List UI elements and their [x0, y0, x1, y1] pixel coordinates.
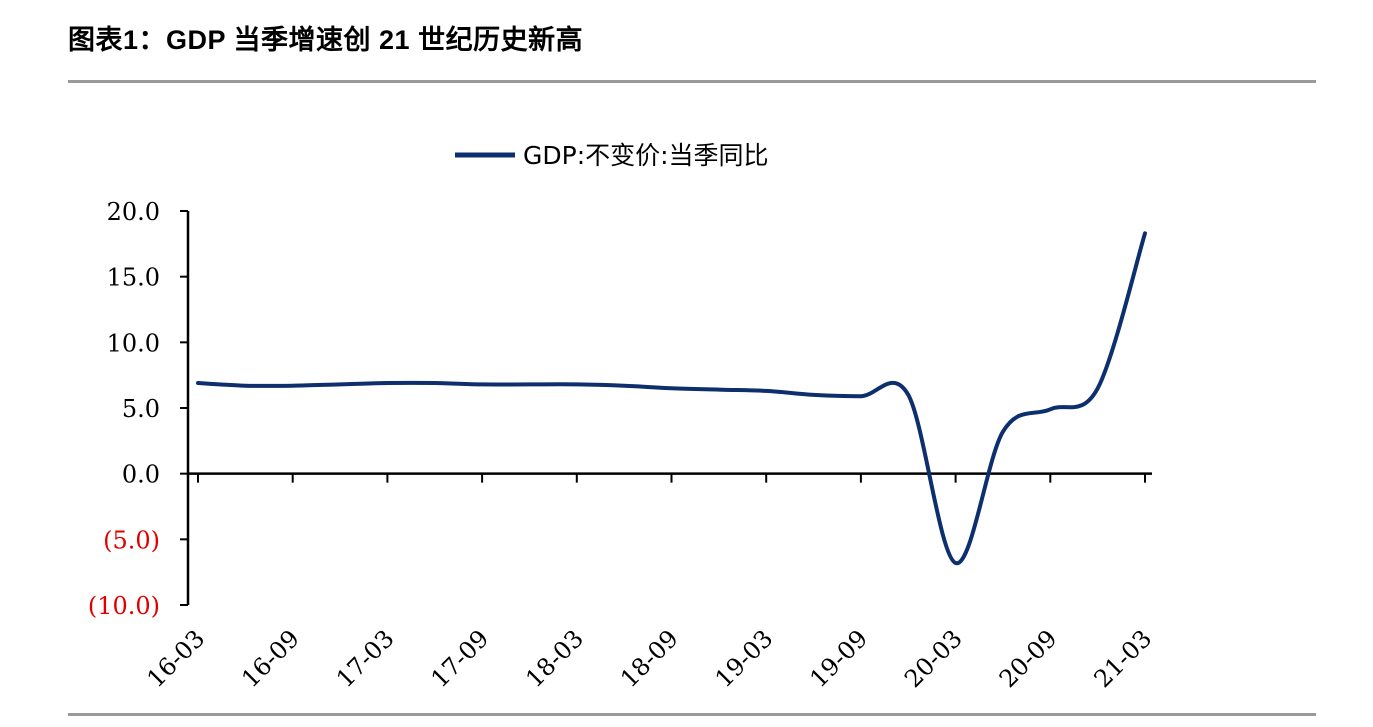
legend-label: GDP:不变价:当季同比 [523, 141, 769, 170]
x-tick-label: 16-03 [142, 624, 211, 693]
data-point-20-06 [1001, 430, 1005, 434]
data-point-19-03 [764, 389, 768, 393]
legend: GDP:不变价:当季同比 [455, 141, 769, 170]
data-point-19-12 [906, 393, 910, 397]
axes [180, 210, 1152, 606]
gdp-series-line [196, 231, 1147, 565]
data-point-20-03 [954, 561, 958, 565]
x-tick-label: 20-09 [994, 624, 1063, 693]
data-point-16-12 [338, 382, 342, 386]
y-tick-label: 15.0 [107, 264, 160, 292]
x-tick-label: 18-03 [520, 624, 589, 693]
x-tick-label: 20-03 [899, 624, 968, 693]
data-point-20-09 [1048, 407, 1052, 411]
data-point-16-06 [243, 384, 247, 388]
y-tick-label: 0.0 [122, 461, 160, 489]
data-point-16-03 [196, 381, 200, 385]
data-point-16-09 [291, 384, 295, 388]
data-point-20-12 [1096, 386, 1100, 390]
x-tick-label: 17-03 [331, 624, 400, 693]
y-tick-labels: 20.0 15.0 10.0 5.0 0.0 (5.0) (10.0) [88, 198, 160, 620]
data-point-17-12 [527, 382, 531, 386]
x-tick-labels: 16-03 16-09 17-03 17-09 18-03 18-09 19-03 19-09… [142, 624, 1158, 693]
y-tick-label: 10.0 [107, 329, 160, 357]
data-point-18-03 [575, 382, 579, 386]
data-point-19-06 [812, 393, 816, 397]
x-tick-label: 21-03 [1089, 624, 1158, 693]
data-point-17-09 [480, 382, 484, 386]
top-divider [68, 80, 1316, 83]
data-point-19-09 [859, 394, 863, 398]
y-tick-label: 5.0 [122, 395, 160, 423]
data-point-18-09 [670, 386, 674, 390]
page-title: 图表1：GDP 当季增速创 21 世纪历史新高 [68, 25, 584, 55]
data-point-18-06 [622, 384, 626, 388]
data-point-17-06 [433, 381, 437, 385]
x-tick-label: 18-09 [615, 624, 684, 693]
x-tick-label: 17-09 [426, 624, 495, 693]
x-tick-label: 16-09 [236, 624, 305, 693]
x-tick-label: 19-03 [710, 624, 779, 693]
plot-area [196, 231, 1147, 565]
data-point-18-12 [717, 388, 721, 392]
y-tick-label: 20.0 [107, 198, 160, 226]
y-tick-label: (10.0) [88, 592, 160, 620]
data-point-17-03 [385, 381, 389, 385]
y-tick-label: (5.0) [103, 526, 160, 554]
data-point-21-03 [1143, 231, 1147, 235]
x-tick-label: 19-09 [804, 624, 873, 693]
bottom-divider [68, 713, 1316, 716]
